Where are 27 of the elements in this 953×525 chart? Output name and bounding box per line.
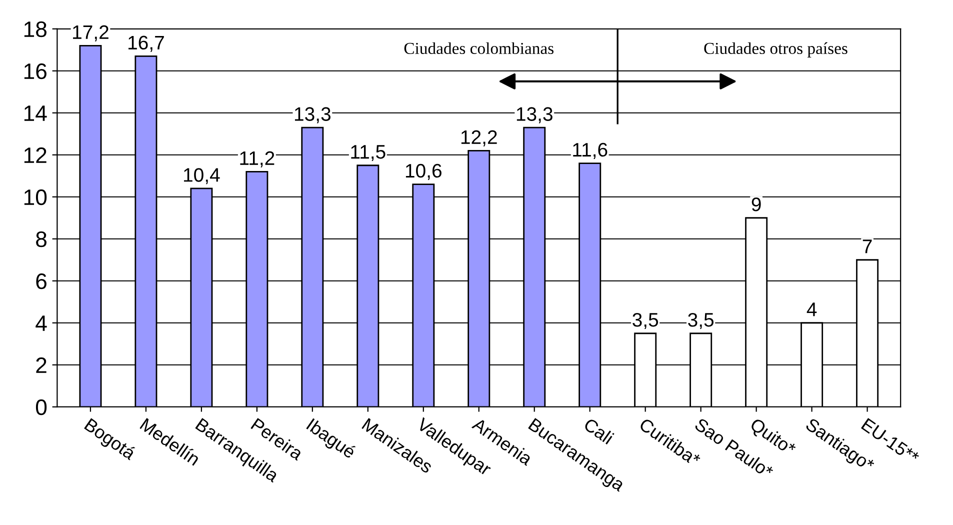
y-tick-label: 10	[24, 189, 47, 206]
data-label: 7	[862, 240, 872, 254]
y-tick-label: 6	[36, 273, 46, 290]
data-label: 11,6	[573, 142, 608, 159]
data-label: 13,3	[294, 107, 330, 124]
y-tick-label: 0	[36, 399, 47, 416]
annotation: Ciudades colombianas	[404, 42, 554, 54]
y-tick-label: 16	[24, 63, 46, 80]
data-label: 3,5	[632, 312, 658, 330]
data-label: 9	[752, 197, 761, 212]
y-tick-label: 14	[24, 106, 47, 121]
y-tick-label: 12	[24, 147, 46, 163]
data-label: 13,3	[516, 107, 552, 124]
annotation: Ciudades otros países	[704, 42, 848, 58]
data-label: 4	[806, 302, 817, 316]
data-label: 11,5	[351, 145, 386, 162]
y-tick-label: 2	[36, 357, 46, 373]
data-label: 12,2	[461, 130, 497, 146]
data-label: 3,5	[688, 312, 714, 330]
y-tick-label: 18	[24, 21, 46, 38]
data-label: 16,7	[128, 36, 164, 52]
data-label: 10,6	[406, 164, 442, 180]
data-label: 11,2	[240, 151, 274, 168]
data-label: 10,4	[184, 168, 220, 184]
y-tick-label: 8	[36, 231, 46, 248]
y-tick-label: 4	[36, 316, 47, 331]
data-label: 17,2	[73, 25, 108, 42]
